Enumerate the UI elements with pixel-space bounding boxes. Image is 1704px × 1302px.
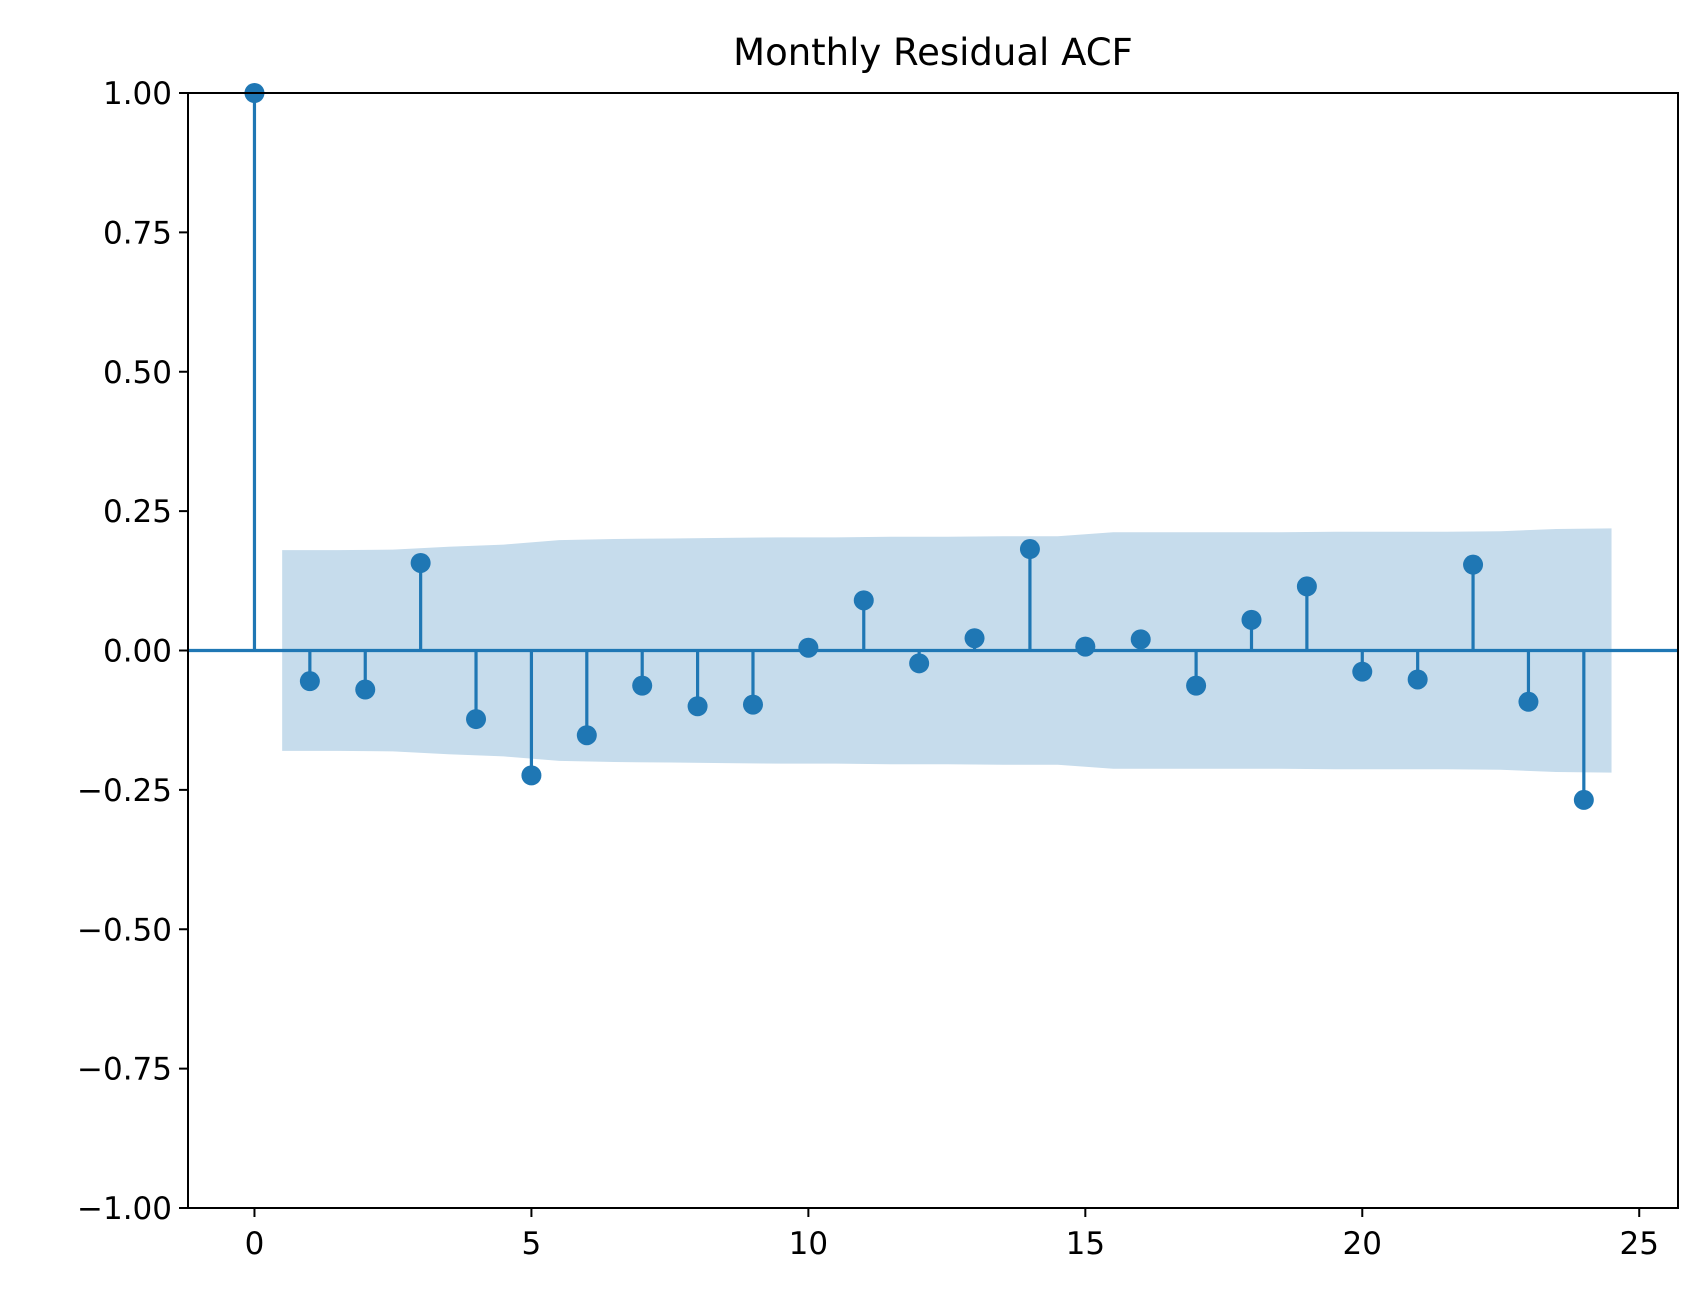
x-tick-label: 10	[789, 1226, 828, 1262]
y-tick-label: −0.25	[77, 773, 172, 809]
y-tick-label: 0.25	[103, 494, 172, 530]
acf-point-lag-4	[466, 709, 487, 730]
acf-point-lag-19	[1296, 576, 1317, 597]
acf-point-lag-21	[1407, 669, 1428, 690]
acf-point-lag-16	[1130, 629, 1151, 650]
acf-point-lag-9	[742, 694, 763, 715]
acf-point-lag-17	[1186, 675, 1207, 696]
x-tick-label: 20	[1343, 1226, 1382, 1262]
x-tick-label: 5	[522, 1226, 542, 1262]
acf-point-lag-13	[964, 628, 985, 649]
acf-point-lag-8	[687, 696, 708, 717]
acf-point-lag-20	[1352, 661, 1373, 682]
y-tick-label: −0.50	[77, 912, 172, 948]
y-tick-label: 0.00	[103, 634, 172, 670]
x-tick-label: 25	[1620, 1226, 1659, 1262]
acf-point-lag-12	[909, 653, 930, 674]
acf-point-lag-14	[1019, 539, 1040, 560]
acf-point-lag-18	[1241, 609, 1262, 630]
acf-point-lag-24	[1573, 789, 1594, 810]
stem-layer	[244, 83, 1594, 810]
y-tick-label: 0.50	[103, 355, 172, 391]
axes-frame	[187, 92, 1679, 1209]
y-tick-label: 1.00	[103, 76, 172, 112]
y-tick-label: 0.75	[103, 215, 172, 251]
y-tick-label: −1.00	[77, 1191, 172, 1227]
acf-point-lag-3	[410, 552, 431, 573]
x-tick-label: 15	[1066, 1226, 1105, 1262]
acf-point-lag-15	[1075, 636, 1096, 657]
acf-point-lag-10	[798, 637, 819, 658]
acf-point-lag-2	[355, 679, 376, 700]
acf-point-lag-11	[853, 590, 874, 611]
acf-point-lag-7	[632, 675, 653, 696]
y-axis-ticks: 1.00 0.75 0.50 0.25 0.00 −0.25 −0.50 −0.75 −1.00	[77, 76, 188, 1227]
acf-point-lag-6	[576, 725, 597, 746]
x-axis-ticks: 0 5 10 15 20 25	[245, 1208, 1659, 1262]
acf-point-lag-23	[1518, 691, 1539, 712]
acf-point-lag-22	[1463, 554, 1484, 575]
acf-point-lag-1	[299, 671, 320, 692]
x-tick-label: 0	[245, 1226, 265, 1262]
acf-point-lag-5	[521, 765, 542, 786]
y-tick-label: −0.75	[77, 1052, 172, 1088]
chart-title: Monthly Residual ACF	[733, 31, 1133, 74]
